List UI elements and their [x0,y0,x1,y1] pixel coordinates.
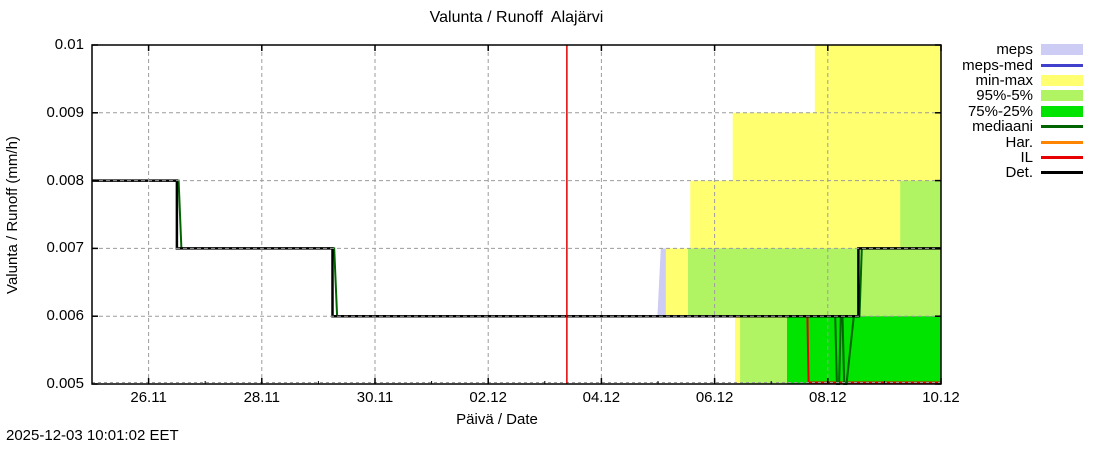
chart-timestamp: 2025-12-03 10:01:02 EET [6,427,179,444]
legend-label: 75%-25% [967,102,1033,120]
y-tick-label-0.01: 0.01 [54,36,84,53]
x-tick-label-10.12: 10.12 [922,389,960,406]
legend-item-Det.: Det. [962,164,1083,182]
legend-label: Det. [1005,164,1033,182]
legend-label: IL [1020,148,1033,166]
legend-swatch-95%-5% [1041,90,1083,102]
legend-item-mediaani: mediaani [962,118,1083,136]
legend-label: meps-med [962,56,1033,74]
x-tick-label-08.12: 08.12 [809,389,847,406]
legend-swatch-75%-25% [1041,105,1083,117]
x-tick-label-28.11: 28.11 [243,389,281,406]
legend-swatch-min-max [1041,74,1083,86]
legend-swatch-Har. [1041,140,1083,144]
legend-item-Har.: Har. [962,133,1083,151]
legend-item-min-max: min-max [962,71,1083,89]
line-Det. [92,179,941,318]
x-tick-label-02.12: 02.12 [469,389,507,406]
y-tick-label-0.005: 0.005 [46,375,84,392]
legend-label: Har. [1005,133,1033,151]
x-tick-label-30.11: 30.11 [356,389,394,406]
legend-label: 95%-5% [976,87,1033,105]
legend-item-75%-25%: 75%-25% [962,102,1083,120]
legend-label: min-max [975,71,1033,89]
x-tick-label-04.12: 04.12 [582,389,621,406]
band-75%-25% [787,316,941,384]
y-axis-label: Valunta / Runoff (mm/h) [4,136,21,294]
legend-label: mediaani [972,118,1033,136]
legend-item-meps-med: meps-med [962,56,1083,74]
legend-item-IL: IL [962,148,1083,166]
legend-swatch-Det. [1041,171,1083,175]
chart-title: Valunta / Runoff Alajärvi [429,9,604,26]
x-tick-label-26.11: 26.11 [130,389,167,406]
legend-swatch-meps [1041,44,1083,56]
legend-label: meps [996,41,1033,59]
x-axis-label: Päivä / Date [456,411,538,428]
y-tick-label-0.008: 0.008 [46,171,84,189]
legend-swatch-IL [1041,155,1083,159]
y-tick-label-0.009: 0.009 [46,103,84,121]
plot-border [91,44,942,385]
legend-swatch-mediaani [1041,125,1083,129]
y-tick-label-0.006: 0.006 [46,307,84,325]
legend-swatch-meps-med [1041,63,1083,67]
band-meps [657,248,666,317]
y-tick-label-0.007: 0.007 [46,239,84,257]
legend-item-95%-5%: 95%-5% [962,87,1083,105]
legend: meps meps-med min-max 95%-5% 75%-25% mediaani… [962,41,1083,182]
x-tick-label-06.12: 06.12 [695,389,734,406]
legend-item-meps: meps [962,41,1083,59]
